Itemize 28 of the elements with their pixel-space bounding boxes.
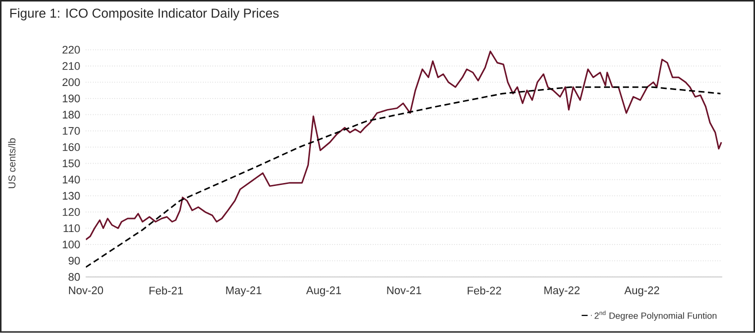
y-tick-label: 220 xyxy=(62,46,80,54)
y-tick-label: 100 xyxy=(62,240,80,248)
y-tick-label: 140 xyxy=(62,176,80,184)
y-axis-title: US cents/lb xyxy=(8,138,16,188)
x-tick-label: May-22 xyxy=(544,286,580,296)
y-tick-label: 180 xyxy=(62,110,80,119)
x-tick-label: Aug-22 xyxy=(624,286,660,296)
y-tick-label: 130 xyxy=(62,192,80,200)
y-tick-label: 170 xyxy=(62,127,80,135)
x-tick-label: May-21 xyxy=(226,286,262,296)
y-tick-label: 150 xyxy=(62,160,80,168)
x-tick-label: Nov-20 xyxy=(69,286,104,294)
y-tick-label: 90 xyxy=(68,256,80,265)
x-tick-label: Aug-21 xyxy=(306,286,341,296)
y-tick-label: 160 xyxy=(62,143,80,152)
x-tick-label: Feb-21 xyxy=(150,286,183,295)
y-tick-label: 200 xyxy=(62,78,80,86)
line-series xyxy=(86,50,722,240)
x-tick-label: Feb-22 xyxy=(468,286,502,295)
y-tick-label: 80 xyxy=(68,273,80,281)
y-tick-label: 210 xyxy=(62,62,80,70)
line-series xyxy=(86,86,722,268)
x-tick-label: Nov-21 xyxy=(387,286,422,294)
y-tick-label: 110 xyxy=(64,224,80,232)
y-tick-label: 120 xyxy=(62,208,80,216)
y-tick-label: 190 xyxy=(62,94,80,102)
legend-label: 2$^{nd}$ Degree Polynomial Funtion xyxy=(594,310,716,321)
chart-title: Figure 1: ICO Composite Indicator Daily Prices xyxy=(10,8,279,20)
